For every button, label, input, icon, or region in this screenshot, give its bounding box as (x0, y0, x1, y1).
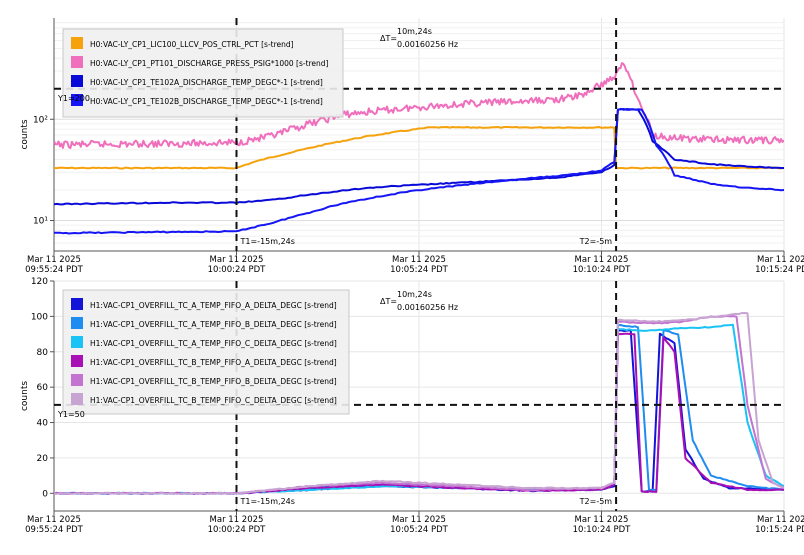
legend-label: H0:VAC-LY_CP1_TE102A_DISCHARGE_TEMP_DEGC… (90, 78, 323, 87)
x-tick-label-date: Mar 11 2025 (210, 255, 264, 265)
series-line (54, 108, 784, 235)
cursor-y1-label: Y1=200 (57, 94, 90, 103)
series-line (54, 312, 784, 495)
cursor-y1-label: Y1=50 (57, 410, 85, 419)
x-tick-label-time: 10:10:24 PDT (573, 265, 632, 275)
legend-label: H1:VAC-CP1_OVERFILL_TC_B_TEMP_FIFO_C_DEL… (90, 396, 337, 405)
x-tick-label-date: Mar 11 2025 (757, 515, 804, 525)
x-tick-label-date: Mar 11 2025 (575, 515, 629, 525)
x-tick-label-date: Mar 11 2025 (392, 515, 446, 525)
x-tick-label-date: Mar 11 2025 (575, 255, 629, 265)
series-line (54, 108, 784, 206)
series-line (54, 126, 784, 170)
legend-swatch (71, 374, 83, 386)
x-tick-label-time: 10:00:24 PDT (208, 525, 267, 535)
legend-swatch (71, 317, 83, 329)
x-tick-label-date: Mar 11 2025 (27, 515, 81, 525)
legend-label: H1:VAC-CP1_OVERFILL_TC_A_TEMP_FIFO_C_DEL… (90, 339, 337, 348)
legend: H1:VAC-CP1_OVERFILL_TC_A_TEMP_FIFO_A_DEL… (62, 289, 350, 415)
legend-swatch (71, 94, 83, 106)
legend-swatch (71, 56, 83, 68)
x-tick-label-date: Mar 11 2025 (757, 255, 804, 265)
legend: H0:VAC-LY_CP1_LIC100_LLCV_POS_CTRL_PCT [… (62, 28, 344, 118)
y-tick-label: 10¹ (33, 217, 48, 227)
delta-t-freq: 0.00160256 Hz (397, 303, 458, 312)
x-tick-label-time: 09:55:24 PDT (25, 265, 84, 275)
delta-t-value: 10m,24s (397, 27, 432, 36)
x-tick-label-time: 10:05:24 PDT (390, 265, 449, 275)
y-tick-label: 40 (37, 419, 49, 429)
legend-label: H1:VAC-CP1_OVERFILL_TC_B_TEMP_FIFO_B_DEL… (90, 377, 337, 386)
legend-label: H0:VAC-LY_CP1_TE102B_DISCHARGE_TEMP_DEGC… (90, 97, 323, 106)
legend-swatch (71, 355, 83, 367)
delta-t-value: 10m,24s (397, 290, 432, 299)
legend-box (62, 289, 350, 415)
legend-box (62, 28, 344, 118)
y-tick-label: 80 (37, 348, 49, 358)
legend-swatch (71, 298, 83, 310)
delta-t-label: ΔT= (380, 34, 397, 43)
x-tick-label-time: 10:15:24 PDT (755, 265, 804, 275)
legend-label: H1:VAC-CP1_OVERFILL_TC_A_TEMP_FIFO_A_DEL… (90, 301, 337, 310)
y-tick-label: 10² (33, 115, 48, 125)
delta-t-freq: 0.00160256 Hz (397, 40, 458, 49)
series-group (54, 312, 784, 495)
x-tick-label-date: Mar 11 2025 (392, 255, 446, 265)
legend-label: H1:VAC-CP1_OVERFILL_TC_B_TEMP_FIFO_A_DEL… (90, 358, 337, 367)
series-line (54, 62, 784, 149)
cursor-t2-label: T2=-5m (579, 237, 613, 246)
cursor-t1-label: T1=-15m,24s (240, 497, 295, 506)
cursor-t2-label: T2=-5m (579, 497, 613, 506)
delta-t-label: ΔT= (380, 297, 397, 306)
x-tick-label-date: Mar 11 2025 (210, 515, 264, 525)
x-tick-label-time: 10:15:24 PDT (755, 525, 804, 535)
y-tick-label: 0 (42, 489, 48, 499)
y-tick-label: 20 (37, 454, 49, 464)
legend-swatch (71, 37, 83, 49)
legend-label: H0:VAC-LY_CP1_LIC100_LLCV_POS_CTRL_PCT [… (90, 40, 294, 49)
x-tick-label-time: 10:00:24 PDT (208, 265, 267, 275)
x-tick-label-time: 10:10:24 PDT (573, 525, 632, 535)
y-axis-label: counts (20, 119, 30, 149)
y-tick-label: 120 (31, 277, 48, 287)
legend-swatch (71, 75, 83, 87)
x-tick-label-date: Mar 11 2025 (27, 255, 81, 265)
x-tick-label-time: 09:55:24 PDT (25, 525, 84, 535)
series-group (54, 62, 784, 235)
y-tick-label: 60 (37, 383, 49, 393)
legend-label: H1:VAC-CP1_OVERFILL_TC_A_TEMP_FIFO_B_DEL… (90, 320, 337, 329)
cursor-t1-label: T1=-15m,24s (240, 237, 295, 246)
x-tick-label-time: 10:05:24 PDT (390, 525, 449, 535)
legend-label: H0:VAC-LY_CP1_PT101_DISCHARGE_PRESS_PSIG… (90, 59, 329, 68)
legend-swatch (71, 393, 83, 405)
legend-swatch (71, 336, 83, 348)
y-axis-label: counts (20, 381, 30, 411)
y-tick-label: 100 (31, 312, 48, 322)
